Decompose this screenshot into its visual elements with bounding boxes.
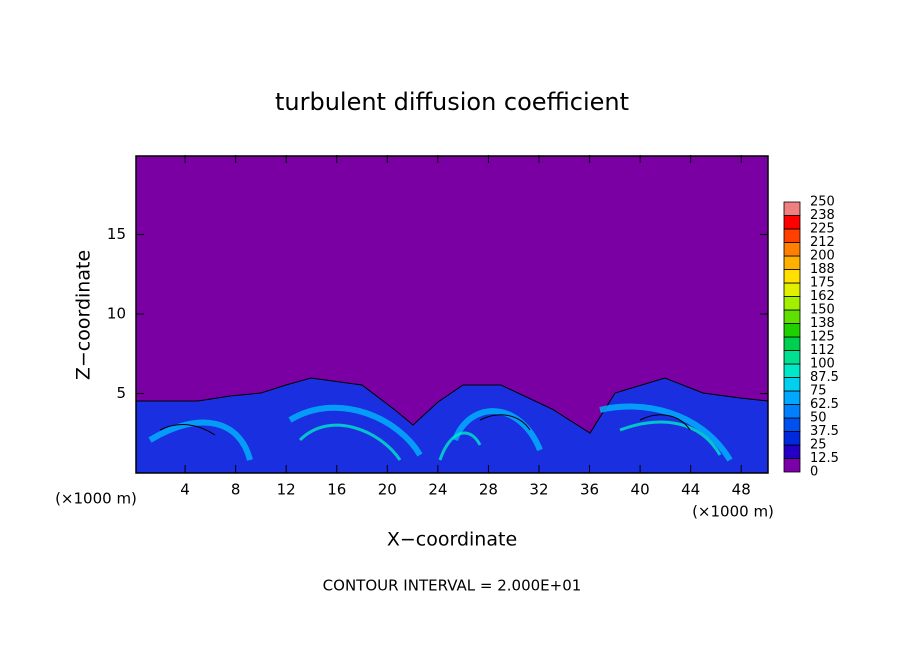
colorbar-swatch [783,309,801,324]
colorbar-swatch [783,323,801,338]
colorbar-label: 112 [810,343,835,358]
x-tick-label: 12 [277,481,296,499]
colorbar-swatch [783,242,801,257]
colorbar-label: 75 [810,384,827,399]
x-tick-label: 20 [378,481,397,499]
colorbar-swatch [783,363,801,378]
colorbar-label: 200 [810,249,835,264]
colorbar-swatch [783,417,801,432]
colorbar-swatch [783,255,801,270]
x-tick-label: 16 [327,481,346,499]
colorbar-label: 25 [810,438,827,453]
colorbar-label: 250 [810,195,835,210]
colorbar-label: 100 [810,357,835,372]
x-tick-label: 40 [631,481,650,499]
colorbar-label: 12.5 [810,451,839,466]
colorbar-swatch [783,404,801,419]
colorbar-swatch [783,296,801,311]
colorbar-label: 188 [810,262,835,277]
colorbar-label: 50 [810,411,827,426]
x-unit-label: (×1000 m) [55,490,137,508]
y-tick-label: 10 [107,305,126,323]
colorbar-swatch [783,282,801,297]
y-axis-label: Z−coordinate [73,250,95,380]
colorbar-label: 162 [810,289,835,304]
x-tick-label: 24 [428,481,447,499]
x-tick-label: 48 [732,481,751,499]
field [135,156,769,474]
colorbar-swatch [783,458,801,473]
colorbar-label: 212 [810,235,835,250]
colorbar-swatch [783,215,801,230]
colorbar-swatch [783,431,801,446]
colorbar-swatch [783,336,801,351]
colorbar-swatch [783,377,801,392]
colorbar-label: 62.5 [810,397,839,412]
field-swirl [148,403,733,462]
colorbar-label: 238 [810,208,835,223]
colorbar-swatch [783,444,801,459]
x-tick-label: 28 [479,481,498,499]
x-tick-label: 4 [180,481,190,499]
colorbar-label: 150 [810,303,835,318]
colorbar-swatch [783,269,801,284]
colorbar-label: 175 [810,276,835,291]
field-contour [159,414,691,436]
field-region [135,377,769,474]
chart-title: turbulent diffusion coefficient [275,88,629,116]
colorbar-label: 138 [810,316,835,331]
x-axis-label: X−coordinate [387,529,517,551]
colorbar-swatch [783,201,801,216]
x-tick-label: 32 [529,481,548,499]
colorbar-label: 87.5 [810,370,839,385]
contour-note: CONTOUR INTERVAL = 2.000E+01 [323,577,582,595]
colorbar-swatch [783,350,801,365]
colorbar-label: 37.5 [810,424,839,439]
x-unit-label: (×1000 m) [692,503,774,521]
colorbar-label: 225 [810,222,835,237]
x-tick-label: 8 [231,481,241,499]
colorbar-label: 125 [810,330,835,345]
x-tick-label: 36 [580,481,599,499]
field-swirl [298,420,722,461]
x-tick-label: 44 [681,481,700,499]
y-tick-label: 15 [107,225,126,243]
colorbar-swatch [783,390,801,405]
colorbar-label: 0 [810,465,818,480]
y-tick-label: 5 [116,384,126,402]
colorbar-swatch [783,228,801,243]
